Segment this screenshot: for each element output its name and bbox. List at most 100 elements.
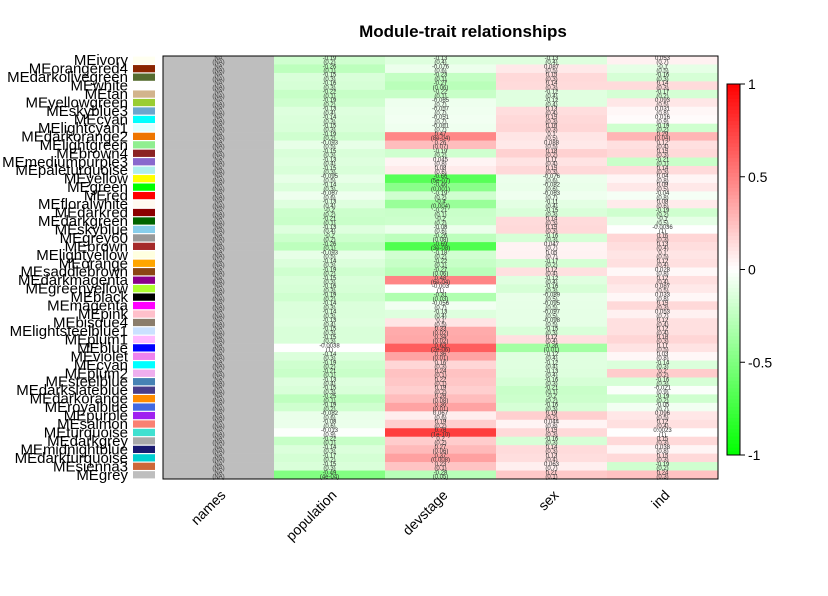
heatmap-cell <box>385 115 497 124</box>
cell-pvalue-label: (0.5) <box>656 288 668 294</box>
heatmap-cell <box>496 385 608 395</box>
colorbar-segment <box>727 358 740 363</box>
heatmap-cell <box>274 216 386 226</box>
cell-value-label: NA <box>214 343 222 349</box>
cell-value-label: -0.19 <box>323 293 337 299</box>
heatmap-cell <box>496 149 608 158</box>
colorbar-segment <box>727 161 740 167</box>
cell-pvalue-label: (0.06) <box>433 85 449 91</box>
cell-value-label: 0.36 <box>435 352 447 358</box>
heatmap-cell <box>163 106 275 116</box>
column-label: ind <box>648 487 673 512</box>
cell-pvalue-label: (0.7) <box>545 466 557 472</box>
heatmap-cell <box>274 428 386 437</box>
cell-value-label: 0.16 <box>657 335 669 341</box>
cell-pvalue-label: (0.4) <box>434 314 446 320</box>
cell-pvalue-label: (0.8) <box>656 195 668 201</box>
heatmap-cell <box>385 309 497 319</box>
cell-pvalue-label: (0.4) <box>545 339 557 345</box>
cell-pvalue-label: (NA) <box>212 424 224 430</box>
colorbar-segment <box>727 332 740 337</box>
cell-pvalue-label: (0.2) <box>545 263 557 269</box>
cell-pvalue-label: (0.03) <box>433 297 449 303</box>
cell-value-label: -0.31 <box>434 293 448 299</box>
heatmap-cell <box>274 309 386 319</box>
cell-pvalue-label: (0.4) <box>545 102 557 108</box>
cell-pvalue-label: (NA) <box>212 314 224 320</box>
module-swatch <box>133 259 155 267</box>
colorbar-segment <box>727 143 740 148</box>
heatmap-cell <box>607 72 719 82</box>
row-label: MEdarkorange <box>30 391 128 408</box>
heatmap-cell <box>274 89 386 99</box>
cell-pvalue-label: (0.2) <box>323 102 335 108</box>
heatmap-cell <box>163 369 275 378</box>
cell-value-label: NA <box>214 149 222 155</box>
cell-value-label: -0.098 <box>543 318 561 324</box>
colorbar-segment <box>727 221 740 226</box>
cell-value-label: NA <box>214 208 222 214</box>
colorbar-segment <box>727 224 740 230</box>
cell-value-label: 0.047 <box>544 242 560 248</box>
module-swatch <box>133 73 155 81</box>
cell-value-label: -0.095 <box>543 301 561 307</box>
heatmap-cell <box>274 326 386 336</box>
cell-value-label: 0.19 <box>435 386 447 392</box>
row-label: MEdarkorange2 <box>21 128 128 145</box>
cell-pvalue-label: (NA) <box>212 60 224 66</box>
heatmap-cell <box>163 360 275 370</box>
cell-value-label: 0.063 <box>544 462 560 468</box>
cell-value-label: -0.22 <box>323 437 337 443</box>
cell-value-label: 0.12 <box>657 276 669 282</box>
cell-value-label: 0.08 <box>657 200 669 206</box>
cell-pvalue-label: (0.3) <box>656 339 668 345</box>
heatmap-cell <box>607 149 719 158</box>
cell-value-label: -0.22 <box>323 90 337 96</box>
heatmap-cell <box>607 301 719 311</box>
heatmap-cell <box>274 259 386 268</box>
cell-pvalue-label: (0.3) <box>323 77 335 83</box>
colorbar-segment <box>727 176 740 181</box>
cell-pvalue-label: (0.2) <box>323 60 335 66</box>
heatmap-cell <box>607 411 719 421</box>
colorbar-segment <box>727 314 740 319</box>
cell-pvalue-label: (0.1) <box>434 373 446 379</box>
module-swatch <box>133 65 155 73</box>
cell-value-label: -0.16 <box>323 284 337 290</box>
cell-value-label: NA <box>214 352 222 358</box>
cell-value-label: NA <box>214 200 222 206</box>
cell-pvalue-label: (0.4) <box>323 111 335 117</box>
cell-value-label: 0.76 <box>435 428 447 434</box>
heatmap-cell <box>385 352 497 361</box>
cell-pvalue-label: (NA) <box>212 162 224 168</box>
heatmap-cell <box>385 72 497 82</box>
row-label: MEivory <box>74 52 129 69</box>
cell-pvalue-label: (0.3) <box>323 305 335 311</box>
cell-value-label: -0.16 <box>323 81 337 87</box>
cell-pvalue-label: (0.001) <box>431 187 450 193</box>
heatmap-cell <box>274 275 386 285</box>
cell-value-label: 0.12 <box>657 140 669 146</box>
module-swatch <box>133 361 155 369</box>
cell-pvalue-label: (0.3) <box>545 441 557 447</box>
cell-value-label: 0.08 <box>435 166 447 172</box>
row-labels: MEivoryMEorangered4MEdarkolivegreenMEwhi… <box>2 52 129 484</box>
cell-pvalue-label: (0.5) <box>656 415 668 421</box>
module-swatch <box>133 445 155 454</box>
heatmap-cell <box>163 411 275 421</box>
heatmap-cell <box>496 89 608 99</box>
cell-value-label: NA <box>214 462 222 468</box>
cell-value-label: -0.04 <box>656 191 670 197</box>
cell-pvalue-label: (NA) <box>212 305 224 311</box>
cell-pvalue-label: (0.3) <box>323 390 335 396</box>
cell-pvalue-label: (0.3) <box>545 407 557 413</box>
cell-value-label: 0.028 <box>655 267 671 273</box>
cell-value-label: -0.16 <box>545 437 559 443</box>
colorbar-segment <box>727 406 740 411</box>
cell-value-label: -0.2 <box>324 233 335 239</box>
heatmap-cell <box>607 309 719 319</box>
cell-pvalue-label: (NA) <box>212 390 224 396</box>
cell-value-label: -0.21 <box>434 208 448 214</box>
cell-pvalue-label: (0.4) <box>656 246 668 252</box>
cell-pvalue-label: (0.1) <box>323 221 335 227</box>
